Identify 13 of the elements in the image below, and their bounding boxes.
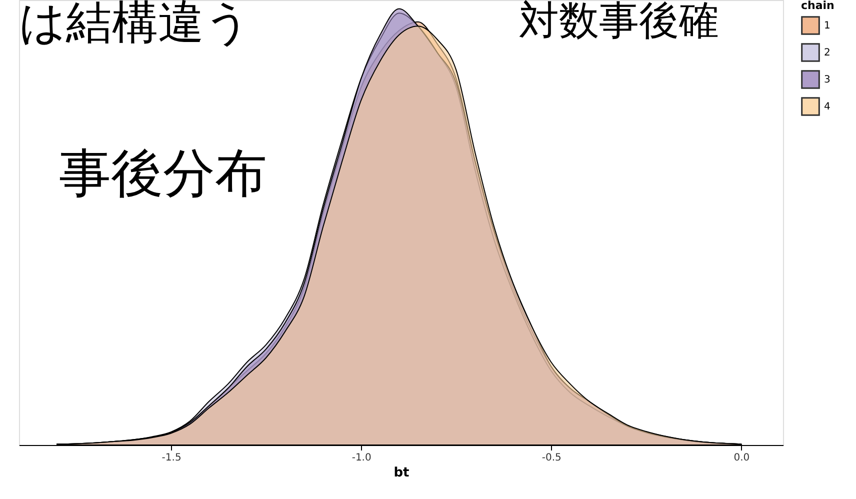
legend-title: chain: [801, 0, 834, 12]
x-axis-title: bt: [394, 466, 410, 480]
x-tick-label: -1.5: [162, 452, 182, 464]
x-tick-label: 0.0: [734, 452, 750, 464]
annotation: 事後分布: [59, 144, 267, 204]
legend-label: 3: [824, 74, 830, 86]
annotation: は結構違う: [19, 0, 251, 49]
x-tick-label: -1.0: [352, 452, 372, 464]
legend-label: 2: [824, 48, 830, 58]
annotation: 対数事後確: [519, 0, 719, 44]
legend-label: 4: [824, 102, 830, 112]
x-tick-label: -0.5: [542, 452, 562, 464]
legend-label: 1: [824, 20, 830, 32]
